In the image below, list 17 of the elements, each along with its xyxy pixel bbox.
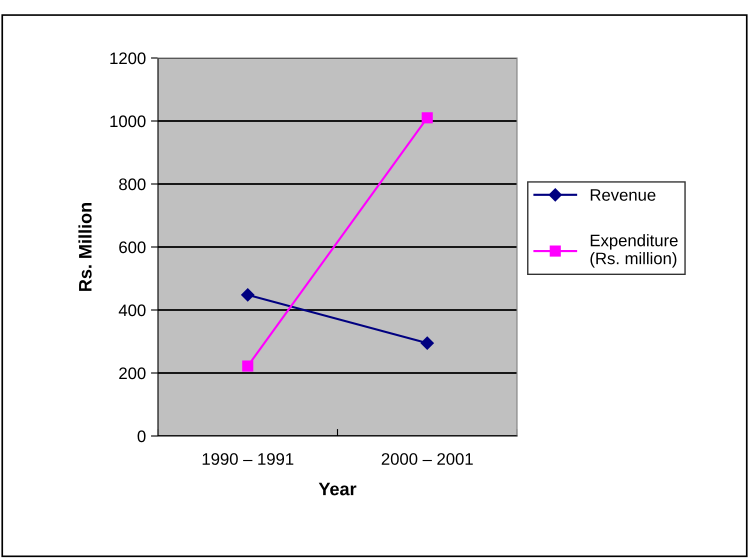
y-tick-label: 800 [119,178,146,190]
point [242,360,254,372]
x-tick-label: 2000 – 2001 [382,453,473,465]
x-tick-label: 1990 – 1991 [202,453,294,465]
y-axis-title: Rs. Million [78,202,92,291]
y-tick-label: 0 [138,430,146,442]
y-tick-label: 1200 [110,52,146,64]
x-axis-title: Year [318,482,356,496]
legend-label: Revenue [590,189,656,201]
y-tick-label: 600 [119,241,146,254]
y-tick-label: 200 [119,367,146,380]
point [422,112,433,124]
point [241,288,254,302]
point [420,336,434,350]
legend-label: Expenditure (Rs. million) [590,234,678,268]
y-tick-label: 1000 [110,115,146,128]
y-tick-label: 400 [118,304,146,316]
